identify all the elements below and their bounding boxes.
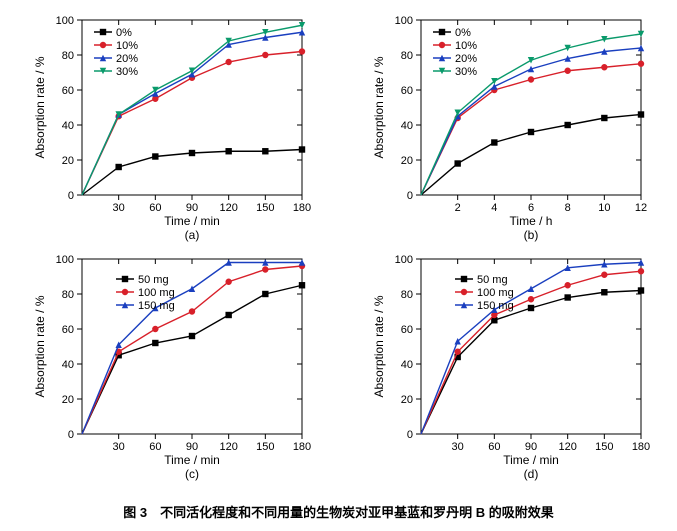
svg-text:20%: 20%: [455, 53, 477, 65]
svg-text:40: 40: [400, 120, 412, 132]
svg-text:30: 30: [113, 441, 125, 453]
svg-text:Absorption rate / %: Absorption rate / %: [372, 56, 386, 158]
chart-d: 0 20 40 60 80 100 30 60 90 120 150 180 Absorption ra…: [359, 249, 657, 484]
svg-text:100 mg: 100 mg: [138, 287, 175, 299]
svg-text:40: 40: [62, 359, 74, 371]
svg-text:150 mg: 150 mg: [477, 300, 514, 312]
chart-b: 0 20 40 60 80 100 2 4 6 8 10 12 Absorption rate / % T…: [359, 10, 657, 245]
svg-text:40: 40: [62, 120, 74, 132]
svg-text:150: 150: [256, 202, 274, 214]
svg-text:60: 60: [62, 85, 74, 97]
svg-text:50 mg: 50 mg: [477, 274, 508, 286]
svg-text:0: 0: [406, 429, 412, 441]
panel-d: 0 20 40 60 80 100 30 60 90 120 150 180 Absorption ra…: [359, 249, 658, 484]
svg-text:90: 90: [524, 441, 536, 453]
svg-text:Time / min: Time / min: [164, 214, 220, 228]
svg-text:90: 90: [186, 441, 198, 453]
svg-text:100: 100: [394, 15, 412, 27]
panel-a: 0 20 40 60 80 100 30 60 90 120 150 180 Absorption ra…: [20, 10, 319, 245]
svg-text:0%: 0%: [455, 27, 471, 39]
svg-text:20: 20: [400, 394, 412, 406]
svg-text:80: 80: [62, 50, 74, 62]
svg-text:60: 60: [488, 441, 500, 453]
svg-text:150: 150: [256, 441, 274, 453]
panel-b: 0 20 40 60 80 100 2 4 6 8 10 12 Absorption rate / % T…: [359, 10, 658, 245]
svg-text:10: 10: [598, 202, 610, 214]
svg-text:Time / h: Time / h: [509, 214, 552, 228]
svg-text:2: 2: [454, 202, 460, 214]
svg-text:4: 4: [491, 202, 497, 214]
svg-text:20: 20: [400, 155, 412, 167]
svg-text:60: 60: [400, 324, 412, 336]
chart-c: 0 20 40 60 80 100 30 60 90 120 150 180 Absorption ra…: [20, 249, 318, 484]
svg-text:12: 12: [634, 202, 646, 214]
chart-grid: 020406080100306090120150180Absorption ra…: [20, 10, 657, 484]
svg-text:Time / min: Time / min: [503, 453, 559, 467]
svg-text:40: 40: [400, 359, 412, 371]
svg-text:120: 120: [558, 441, 576, 453]
svg-text:60: 60: [149, 202, 161, 214]
svg-text:30: 30: [113, 202, 125, 214]
svg-text:Time / min: Time / min: [164, 453, 220, 467]
svg-text:180: 180: [631, 441, 649, 453]
svg-text:(d): (d): [523, 467, 538, 481]
svg-text:Absorption rate / %: Absorption rate / %: [33, 56, 47, 158]
svg-text:120: 120: [219, 441, 237, 453]
svg-text:20%: 20%: [116, 53, 138, 65]
svg-text:0: 0: [406, 190, 412, 202]
svg-text:80: 80: [400, 50, 412, 62]
svg-text:10%: 10%: [455, 40, 477, 52]
svg-text:120: 120: [219, 202, 237, 214]
svg-text:100: 100: [56, 15, 74, 27]
panel-c: 0 20 40 60 80 100 30 60 90 120 150 180 Absorption ra…: [20, 249, 319, 484]
figure-caption: 图 3 不同活化程度和不同用量的生物炭对亚甲基蓝和罗丹明 B 的吸附效果: [20, 502, 657, 521]
svg-text:Absorption rate / %: Absorption rate / %: [372, 295, 386, 397]
svg-text:(b): (b): [523, 228, 538, 242]
svg-text:30: 30: [451, 441, 463, 453]
svg-text:20: 20: [62, 155, 74, 167]
svg-text:50 mg: 50 mg: [138, 274, 169, 286]
svg-text:60: 60: [62, 324, 74, 336]
svg-text:0: 0: [68, 429, 74, 441]
svg-text:30%: 30%: [455, 66, 477, 78]
svg-text:100 mg: 100 mg: [477, 287, 514, 299]
svg-text:6: 6: [527, 202, 533, 214]
svg-text:150 mg: 150 mg: [138, 300, 175, 312]
svg-text:30%: 30%: [116, 66, 138, 78]
svg-text:150: 150: [595, 441, 613, 453]
svg-text:Absorption rate / %: Absorption rate / %: [33, 295, 47, 397]
svg-text:100: 100: [394, 254, 412, 266]
svg-text:20: 20: [62, 394, 74, 406]
svg-text:90: 90: [186, 202, 198, 214]
svg-text:10%: 10%: [116, 40, 138, 52]
svg-text:60: 60: [400, 85, 412, 97]
svg-text:100: 100: [56, 254, 74, 266]
svg-text:180: 180: [293, 441, 311, 453]
svg-text:(a): (a): [185, 228, 200, 242]
svg-text:80: 80: [400, 289, 412, 301]
svg-text:0%: 0%: [116, 27, 132, 39]
svg-text:8: 8: [564, 202, 570, 214]
svg-text:(c): (c): [185, 467, 199, 481]
svg-text:80: 80: [62, 289, 74, 301]
svg-text:180: 180: [293, 202, 311, 214]
svg-text:0: 0: [68, 190, 74, 202]
chart-a: 0 20 40 60 80 100 30 60 90 120 150 180 Absorption ra…: [20, 10, 318, 245]
svg-text:60: 60: [149, 441, 161, 453]
